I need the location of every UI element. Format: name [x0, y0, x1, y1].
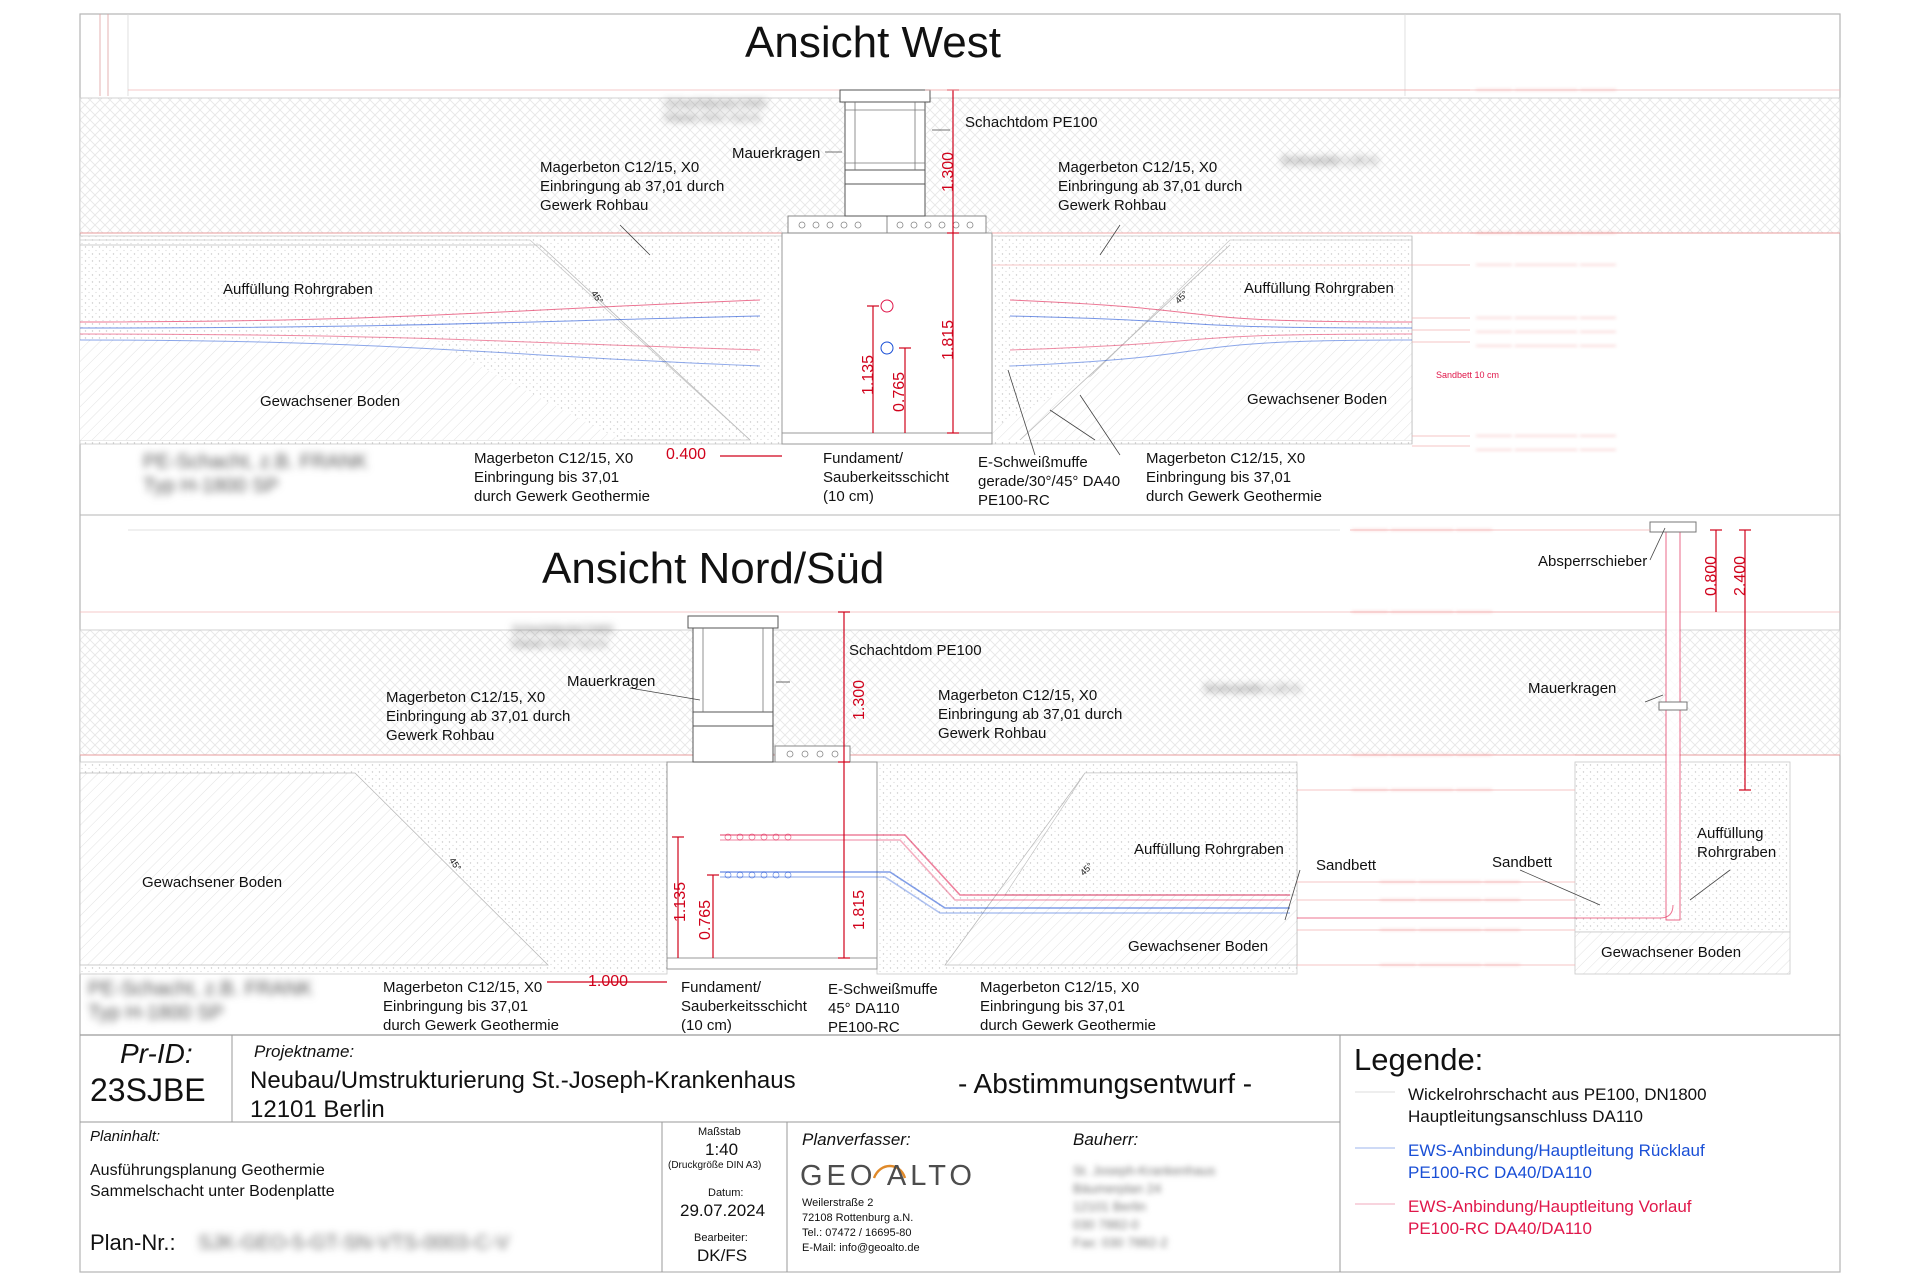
ns-schachtdom-label: Schachtdom PE100: [849, 642, 982, 659]
projektname-label: Projektname:: [254, 1042, 355, 1061]
west-boden-left-label: Gewachsener Boden: [260, 393, 401, 410]
ns-blurred-type-label: PE-Schacht, z.B. FRANK Typ H-1800 SP: [88, 978, 313, 1024]
west-dim-1135: 1.135: [860, 354, 877, 395]
planinhalt-value: Ausführungsplanung Geothermie Sammelscha…: [90, 1162, 335, 1200]
plan-nr-label: Plan-Nr.:: [90, 1230, 176, 1255]
datum-value: 29.07.2024: [680, 1201, 766, 1220]
west-blurred-bodenplatte-label: Bodenplatte 1,20 m: [1282, 155, 1378, 167]
ns-dim-1815: 1.815: [851, 889, 868, 930]
west-auffuellung-left-label: Auffüllung Rohrgraben: [223, 281, 373, 298]
ns-magerbeton-geo-left-label: Magerbeton C12/15, X0 Einbringung bis 37…: [383, 979, 559, 1034]
west-magerbeton-rohbau-right-label: Magerbeton C12/15, X0 Einbringung ab 37,…: [1058, 159, 1243, 214]
nordsued-view-title: Ansicht Nord/Süd: [542, 544, 885, 593]
geoalto-logo: GEO ALTO: [800, 1160, 976, 1192]
legend-title: Legende:: [1354, 1042, 1484, 1077]
west-dim-0400: 0.400: [666, 446, 707, 463]
west-dim-0765: 0.765: [891, 371, 908, 412]
ns-dim-0800: 0.800: [1703, 555, 1720, 596]
ns-boden-left-label: Gewachsener Boden: [142, 874, 283, 891]
projektname-value: Neubau/Umstrukturierung St.-Joseph-Krank…: [250, 1067, 796, 1123]
west-view-title: Ansicht West: [745, 18, 1001, 67]
bauherr-label: Bauherr:: [1073, 1130, 1139, 1149]
west-boden-right-label: Gewachsener Boden: [1247, 391, 1388, 408]
ns-magerbeton-geo-right-label: Magerbeton C12/15, X0 Einbringung bis 37…: [980, 979, 1156, 1034]
ns-mauerkragen-right-label: Mauerkragen: [1528, 680, 1617, 697]
ns-boden-right-label: Gewachsener Boden: [1601, 944, 1742, 961]
west-mauerkragen-label: Mauerkragen: [732, 145, 821, 162]
west-magerbeton-rohbau-left-label: Magerbeton C12/15, X0 Einbringung ab 37,…: [540, 159, 725, 214]
ns-auffuellung-right-label: Auffüllung Rohrgraben: [1697, 825, 1777, 861]
ns-boden-mid-label: Gewachsener Boden: [1128, 938, 1269, 955]
ns-magerbeton-rohbau-right-label: Magerbeton C12/15, X0 Einbringung ab 37,…: [938, 687, 1123, 742]
west-fundament-label: Fundament/ Sauberkeitsschicht (10 cm): [823, 450, 949, 505]
west-dim-1300: 1.300: [940, 151, 957, 192]
plan-nr-value: SJK-GEO-5-GT-SN-VTS-0003-C-V: [198, 1232, 510, 1254]
druckgroesse: (Druckgröße DIN A3): [668, 1160, 762, 1171]
planverfasser-label: Planverfasser:: [802, 1130, 911, 1149]
ns-absperrschieber-label: Absperrschieber: [1538, 553, 1648, 570]
ns-fundament-label: Fundament/ Sauberkeitsschicht (10 cm): [681, 979, 807, 1034]
west-magerbeton-geo-left-label: Magerbeton C12/15, X0 Einbringung bis 37…: [474, 450, 650, 505]
legend-item-vorlauf: EWS-Anbindung/Hauptleitung Vorlauf PE100…: [1408, 1197, 1692, 1238]
nordsued-view-geometry: [79, 521, 1841, 983]
ns-auffuellung-mid-label: Auffüllung Rohrgraben: [1134, 841, 1284, 858]
ns-sandbett-mid-label: Sandbett: [1316, 857, 1377, 874]
bearbeiter-label: Bearbeiter:: [694, 1232, 748, 1244]
planverfasser-address: Weilerstraße 2 72108 Rottenburg a.N. Tel…: [802, 1197, 920, 1254]
bearbeiter-value: DK/FS: [697, 1246, 748, 1265]
status-text: - Abstimmungsentwurf -: [958, 1068, 1253, 1099]
ns-muffe-label: E-Schweißmuffe 45° DA110 PE100-RC: [828, 981, 938, 1036]
west-blurred-type-label: PE-Schacht, z.B. FRANK Typ H-1800 SP: [143, 451, 368, 497]
logo-arc: [872, 1164, 907, 1179]
west-sandbett-small-label: Sandbett 10 cm: [1436, 370, 1500, 380]
west-schachtdom-label: Schachtdom PE100: [965, 114, 1098, 131]
pr-id-label: Pr-ID:: [120, 1038, 193, 1069]
west-blurred-top-label: Schachtdeckel D400 Klasse XXX / 0,0 m: [665, 98, 766, 124]
legend-item-ruecklauf: EWS-Anbindung/Hauptleitung Rücklauf PE10…: [1408, 1141, 1705, 1182]
datum-label: Datum:: [708, 1187, 744, 1199]
ns-sandbett-right-label: Sandbett: [1492, 854, 1553, 871]
planinhalt-label: Planinhalt:: [90, 1128, 161, 1145]
west-magerbeton-geo-right-label: Magerbeton C12/15, X0 Einbringung bis 37…: [1146, 450, 1322, 505]
ns-dim-1135: 1.135: [672, 881, 689, 922]
ns-mauerkragen-label: Mauerkragen: [567, 673, 656, 690]
ns-dim-2400: 2.400: [1732, 555, 1749, 596]
ns-dim-1300: 1.300: [851, 679, 868, 720]
ns-blurred-top-label: Schachtdeckel D400 Klasse XXX / 0,0 m: [512, 624, 613, 650]
title-block-geometry: [80, 1035, 1341, 1272]
ns-dim-0765: 0.765: [697, 899, 714, 940]
pr-id-value: 23SJBE: [90, 1072, 206, 1108]
west-muffe-label: E-Schweißmuffe gerade/30°/45° DA40 PE100…: [978, 454, 1121, 509]
west-auffuellung-right-label: Auffüllung Rohrgraben: [1244, 280, 1394, 297]
west-view-geometry: [79, 14, 1841, 457]
bauherr-value: St. Joseph-Krankenhaus Bäumerplan 24 121…: [1073, 1163, 1216, 1250]
legend-item-schacht: Wickelrohrschacht aus PE100, DN1800 Haup…: [1408, 1085, 1707, 1126]
west-dim-1815: 1.815: [940, 319, 957, 360]
ns-blurred-bodenplatte-label: Bodenplatte 1,20 m: [1205, 683, 1301, 695]
ns-magerbeton-rohbau-left-label: Magerbeton C12/15, X0 Einbringung ab 37,…: [386, 689, 571, 744]
legend-swatches: [1355, 1091, 1395, 1205]
massstab-label: Maßstab: [698, 1126, 741, 1138]
massstab-value: 1:40: [705, 1140, 739, 1159]
ns-dim-1000: 1.000: [588, 973, 629, 990]
